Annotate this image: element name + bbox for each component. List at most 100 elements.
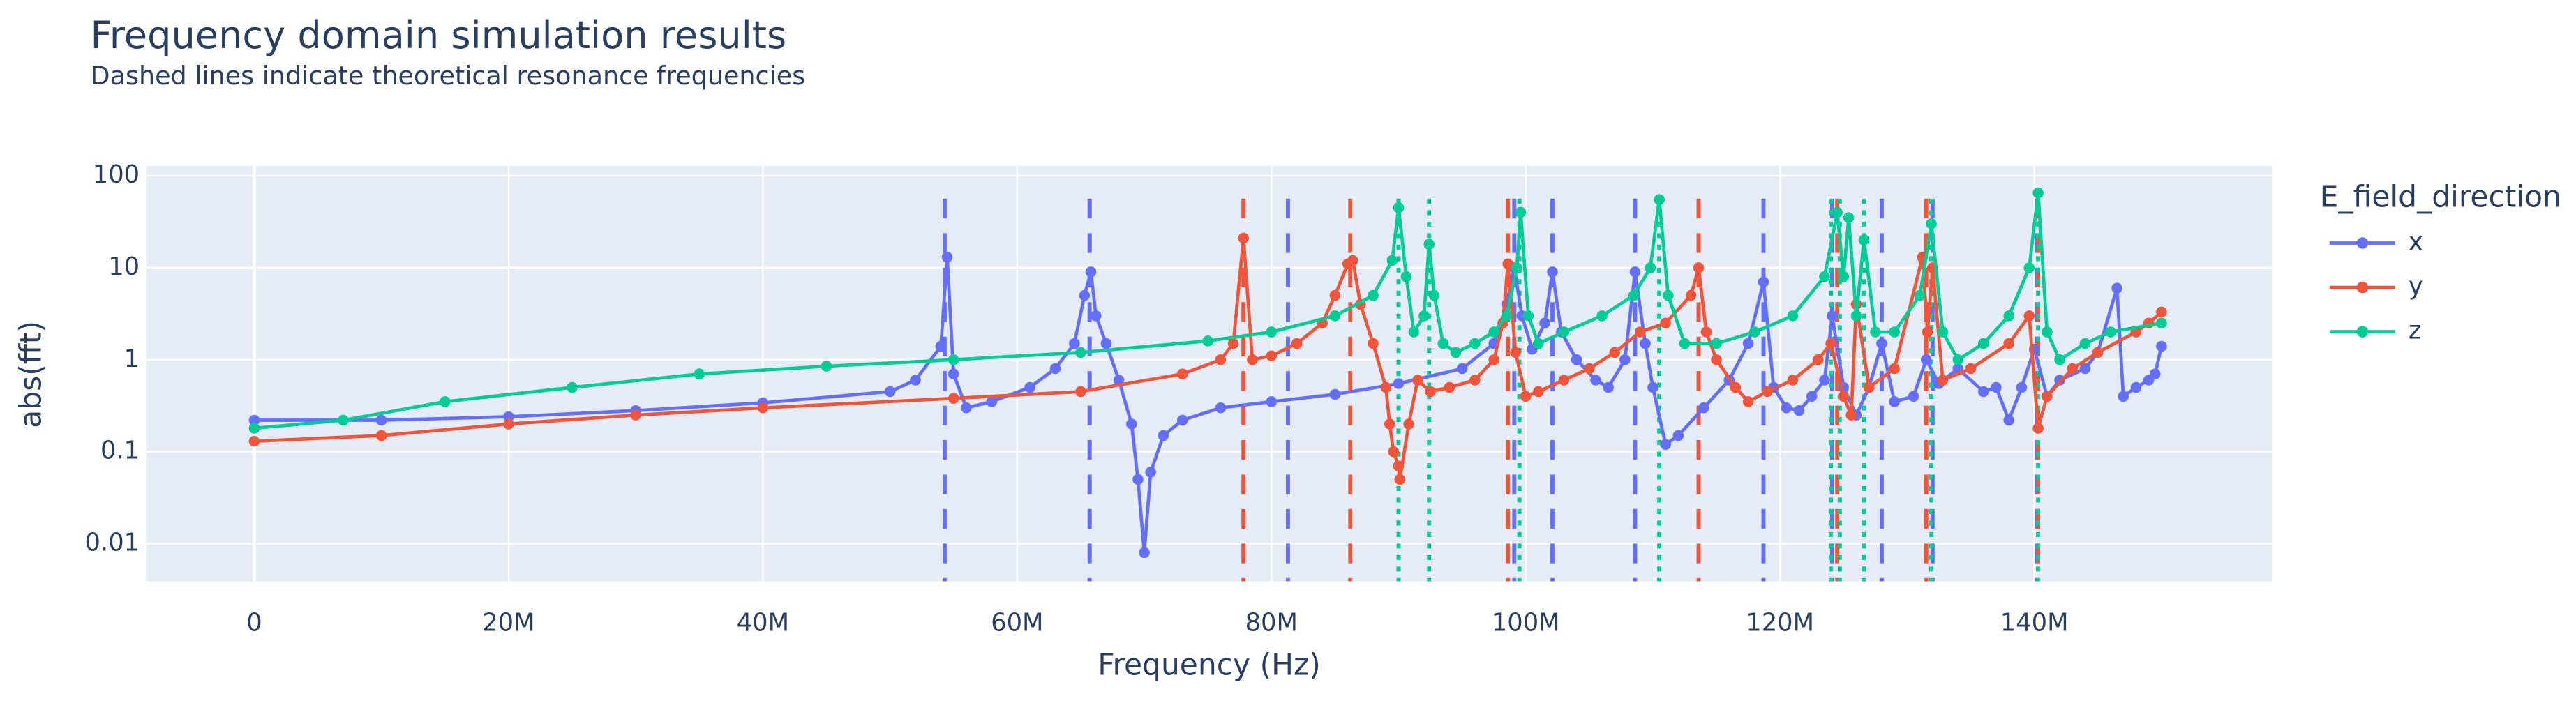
data-point xyxy=(1609,347,1621,358)
data-point xyxy=(1991,381,2002,393)
data-point xyxy=(1423,239,1435,250)
data-point xyxy=(2079,338,2091,349)
data-point xyxy=(2092,347,2104,358)
data-point xyxy=(630,409,641,421)
data-point xyxy=(1456,363,1468,375)
y-tick-label: 0.1 xyxy=(100,437,140,465)
data-point xyxy=(1158,430,1169,441)
data-point xyxy=(1113,375,1125,386)
data-point xyxy=(1266,350,1278,362)
data-point xyxy=(1977,338,1989,349)
data-point xyxy=(1393,202,1405,213)
data-point xyxy=(2032,187,2044,199)
data-point xyxy=(1850,310,1862,322)
legend-marker xyxy=(2356,326,2369,338)
y-tick-label: 0.01 xyxy=(85,529,140,557)
chart-title: Frequency domain simulation results xyxy=(91,13,787,57)
data-point xyxy=(2042,326,2053,338)
x-tick-label: 40M xyxy=(737,609,789,637)
data-point xyxy=(1132,474,1144,485)
data-point xyxy=(1202,335,1213,347)
data-point xyxy=(1843,212,1855,223)
data-point xyxy=(1412,375,1423,386)
legend-marker xyxy=(2356,281,2369,294)
data-point xyxy=(1977,386,1989,398)
data-point xyxy=(2156,306,2167,318)
data-point xyxy=(1660,439,1671,451)
y-tick-label: 1 xyxy=(124,345,140,373)
data-point xyxy=(2079,363,2091,375)
legend-marker xyxy=(2356,237,2369,249)
data-point xyxy=(2118,391,2129,402)
data-point xyxy=(1762,386,1773,398)
data-point xyxy=(1329,388,1341,400)
data-point xyxy=(1742,396,1754,407)
data-point xyxy=(1547,266,1558,278)
data-point xyxy=(1663,289,1674,301)
data-point xyxy=(910,375,921,386)
data-point xyxy=(1952,354,1964,365)
chart-subtitle: Dashed lines indicate theoretical resona… xyxy=(91,61,806,91)
y-tick-label: 100 xyxy=(93,160,140,189)
data-point xyxy=(1908,391,1919,402)
data-point xyxy=(248,435,260,447)
data-point xyxy=(1384,418,1395,430)
series-line xyxy=(254,257,2164,553)
data-point xyxy=(1075,347,1086,358)
data-point xyxy=(1596,310,1608,322)
data-point xyxy=(1827,310,1838,322)
x-tick-label: 0 xyxy=(246,609,262,637)
data-point xyxy=(567,381,578,393)
data-point xyxy=(248,423,260,434)
data-point xyxy=(1647,381,1658,393)
data-point xyxy=(1603,381,1614,393)
data-point xyxy=(1590,375,1601,386)
data-point xyxy=(1845,409,1857,421)
data-point xyxy=(1444,381,1455,393)
data-point xyxy=(1571,354,1582,365)
data-point xyxy=(1922,326,1933,338)
data-point xyxy=(1858,234,1870,245)
data-point xyxy=(2067,363,2079,375)
data-point xyxy=(2003,310,2014,322)
data-point xyxy=(2130,381,2142,393)
data-point xyxy=(1024,381,1035,393)
data-point xyxy=(1645,262,1656,273)
data-point xyxy=(821,361,832,372)
data-point xyxy=(1876,338,1887,349)
data-point xyxy=(1672,430,1684,441)
data-point xyxy=(1176,414,1188,426)
data-point xyxy=(1806,391,1818,402)
data-point xyxy=(1787,310,1799,322)
data-point xyxy=(1393,378,1405,389)
y-tick-label: 10 xyxy=(108,252,140,281)
data-point xyxy=(375,414,387,426)
data-point xyxy=(1100,338,1112,349)
data-point xyxy=(1870,326,1881,338)
data-point xyxy=(1266,326,1278,338)
x-tick-label: 140M xyxy=(2000,609,2069,637)
data-point xyxy=(1654,194,1665,205)
data-point xyxy=(1380,381,1392,393)
data-point xyxy=(1793,405,1805,416)
data-point xyxy=(1558,375,1570,386)
data-point xyxy=(1425,386,1436,398)
data-point xyxy=(1393,460,1405,471)
data-point xyxy=(2023,262,2035,273)
data-point xyxy=(1266,396,1278,407)
data-point xyxy=(2149,368,2161,379)
data-point xyxy=(986,396,998,407)
data-point xyxy=(1679,338,1691,349)
data-point xyxy=(1889,396,1900,407)
data-point xyxy=(1711,354,1722,365)
data-point xyxy=(1075,386,1086,398)
x-tick-label: 60M xyxy=(991,609,1043,637)
data-point xyxy=(1914,289,1926,301)
legend-title: E_field_direction xyxy=(2320,179,2561,213)
data-point xyxy=(1145,467,1156,478)
data-point xyxy=(1520,391,1532,402)
data-point xyxy=(1819,375,1830,386)
data-point xyxy=(1730,381,1742,393)
data-point xyxy=(1347,255,1358,266)
data-point xyxy=(1926,218,1937,229)
